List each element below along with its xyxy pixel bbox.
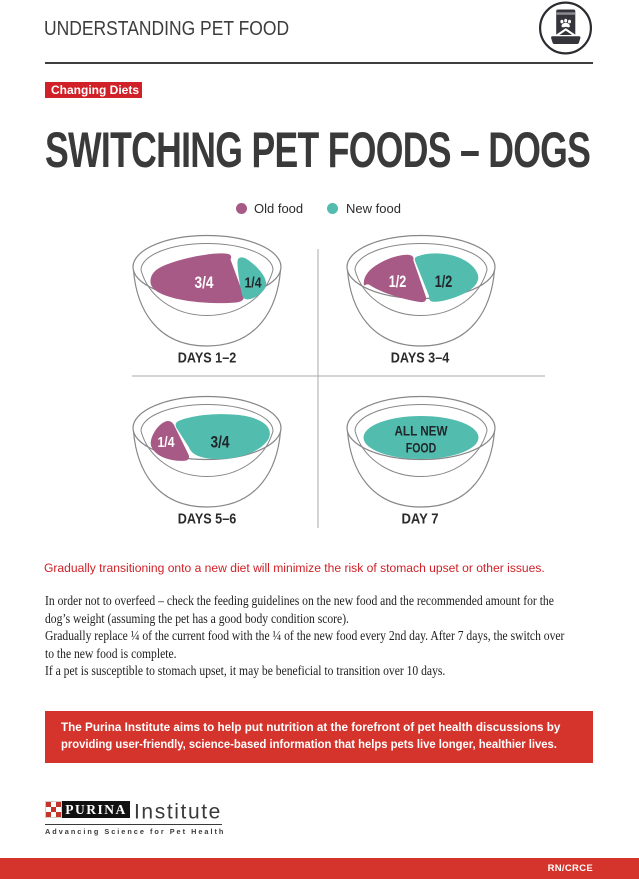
- svg-text:3/4: 3/4: [195, 274, 215, 292]
- svg-text:DAY 7: DAY 7: [402, 512, 439, 528]
- svg-text:DAYS 5–6: DAYS 5–6: [178, 512, 237, 528]
- svg-text:1/4: 1/4: [245, 276, 262, 292]
- svg-text:FOOD: FOOD: [406, 440, 437, 456]
- svg-text:DAYS 3–4: DAYS 3–4: [391, 351, 450, 367]
- svg-text:ALL NEW: ALL NEW: [395, 423, 449, 439]
- svg-text:1/2: 1/2: [435, 273, 453, 291]
- svg-text:PURINA: PURINA: [65, 802, 127, 817]
- svg-text:Advancing Science for Pet Heal: Advancing Science for Pet Health: [45, 827, 225, 836]
- svg-text:Institute: Institute: [134, 801, 222, 823]
- svg-text:3/4: 3/4: [211, 434, 231, 452]
- svg-text:DAYS 1–2: DAYS 1–2: [178, 351, 237, 367]
- svg-text:1/4: 1/4: [158, 435, 175, 451]
- svg-text:1/2: 1/2: [389, 273, 407, 291]
